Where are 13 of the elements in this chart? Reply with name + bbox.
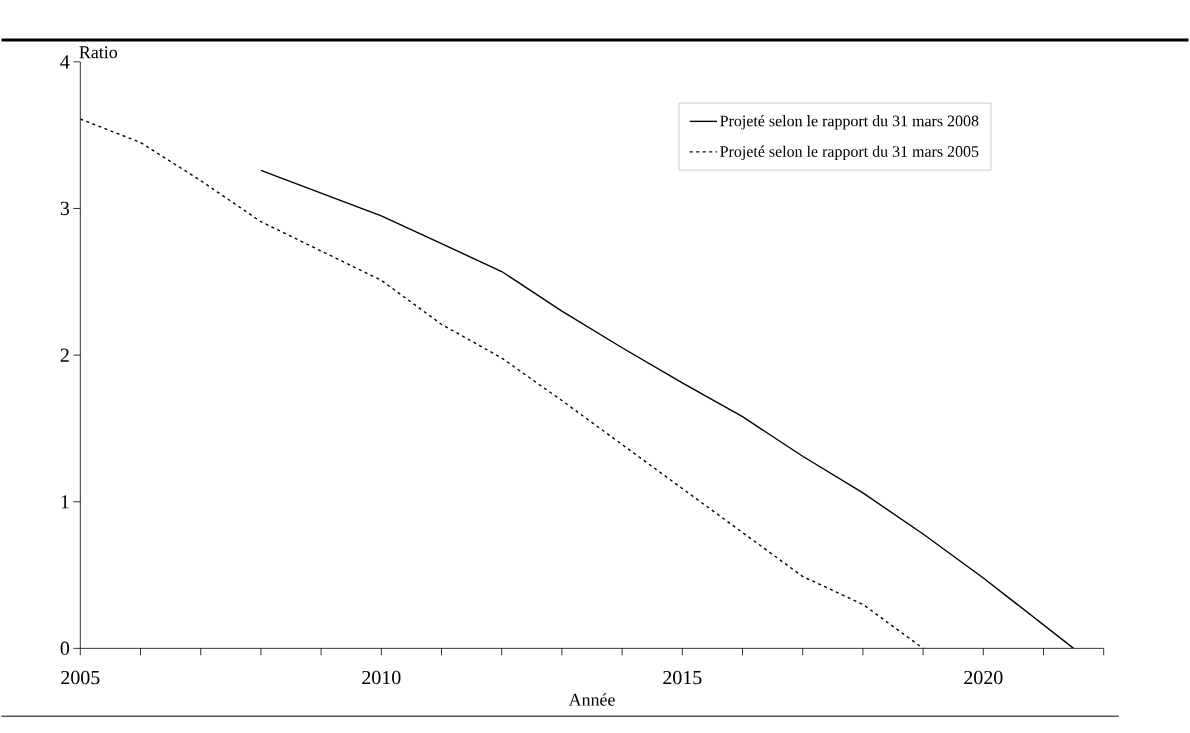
legend-label: Projeté selon le rapport du 31 mars 2008 bbox=[720, 115, 979, 130]
y-tick-label: 2 bbox=[60, 348, 69, 362]
x-tick-label: 2005 bbox=[61, 670, 100, 685]
y-tick-label: 3 bbox=[60, 201, 70, 216]
y-tick-label: 4 bbox=[60, 55, 70, 69]
y-tick-label: 1 bbox=[61, 495, 69, 509]
x-tick-label: 2010 bbox=[362, 670, 401, 685]
legend-label: Projeté selon le rapport du 31 mars 2005 bbox=[720, 145, 979, 161]
y-tick-label: 0 bbox=[60, 641, 70, 656]
x-tick-label: 2020 bbox=[964, 670, 1003, 685]
x-axis-title: Année bbox=[568, 693, 615, 706]
x-tick-label: 2015 bbox=[663, 670, 702, 685]
y-axis-title: Ratio bbox=[79, 46, 118, 59]
